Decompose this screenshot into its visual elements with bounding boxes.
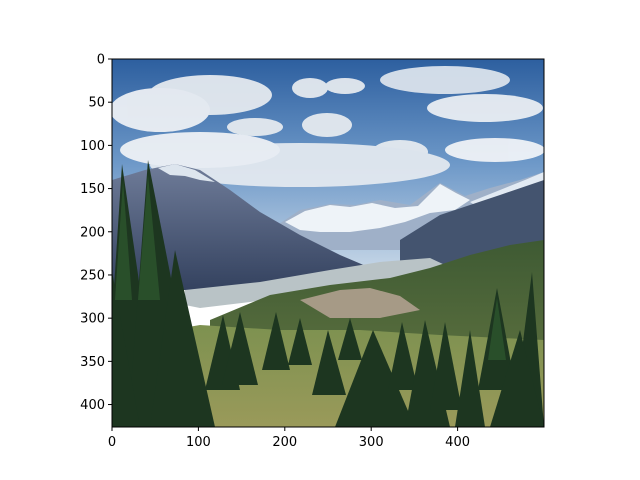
y-tick-label: 300 [80,312,105,327]
y-tick-label: 250 [80,268,105,283]
landscape-photo [112,59,544,427]
y-tick-label: 200 [80,225,105,240]
main-mountain-snow [158,164,215,182]
y-tick-label: 350 [80,355,105,370]
x-tick-label: 300 [359,435,384,450]
main-mountain [112,164,380,290]
x-tick-label: 0 [108,435,116,450]
river-valley [185,258,445,308]
y-axis: 0 50 100 150 200 250 300 350 400 [80,53,112,413]
y-tick-label: 50 [88,96,105,111]
y-tick-label: 150 [80,182,105,197]
snow-caps [285,184,470,232]
x-tick-label: 400 [445,435,470,450]
y-tick-label: 0 [97,53,105,68]
x-tick-label: 200 [272,435,297,450]
y-tick-label: 100 [80,139,105,154]
y-tick-label: 400 [80,398,105,413]
x-tick-label: 100 [186,435,211,450]
axes-frame [111,58,545,428]
x-axis: 0 100 200 300 400 [108,427,470,450]
tree-highlights [115,175,506,360]
clouds [112,66,544,187]
bluff [300,288,420,318]
